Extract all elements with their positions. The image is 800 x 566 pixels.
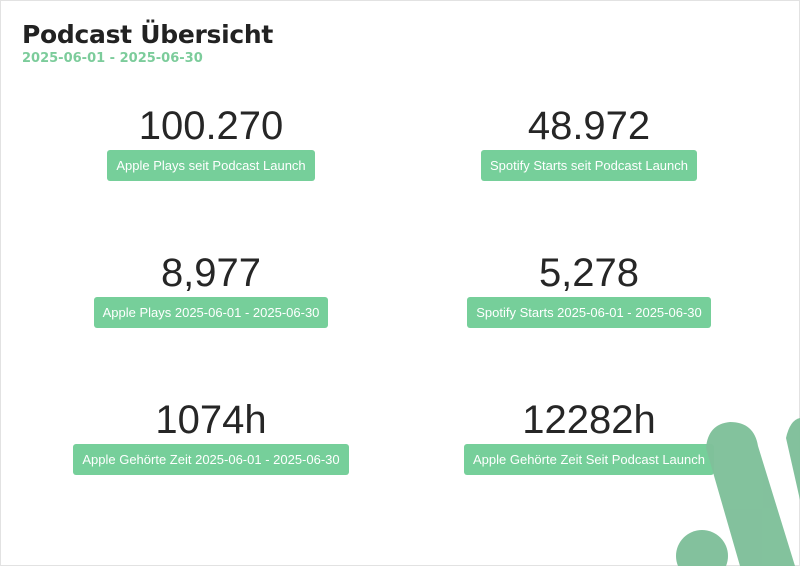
metric-apple-listening-time-period: 1074h Apple Gehörte Zeit 2025-06-01 - 20… bbox=[51, 399, 371, 475]
metric-spotify-starts-total: 48.972 Spotify Starts seit Podcast Launc… bbox=[429, 105, 749, 181]
metric-label: Apple Gehörte Zeit Seit Podcast Launch bbox=[464, 444, 714, 475]
report-title: Podcast Übersicht bbox=[22, 20, 274, 49]
metric-spotify-starts-period: 5,278 Spotify Starts 2025-06-01 - 2025-0… bbox=[429, 252, 749, 328]
metric-apple-plays-total: 100.270 Apple Plays seit Podcast Launch bbox=[51, 105, 371, 181]
decoration-stroke-1 bbox=[676, 530, 728, 566]
metric-value: 12282h bbox=[522, 398, 656, 442]
metric-value: 5,278 bbox=[538, 251, 640, 295]
report-header: Podcast Übersicht 2025-06-01 - 2025-06-3… bbox=[22, 20, 273, 66]
metric-value: 8,977 bbox=[160, 251, 262, 295]
metric-value: 100.270 bbox=[138, 104, 284, 148]
metric-value: 1074h bbox=[155, 398, 267, 442]
metric-apple-plays-period: 8,977 Apple Plays 2025-06-01 - 2025-06-3… bbox=[51, 252, 371, 328]
metric-label: Apple Gehörte Zeit 2025-06-01 - 2025-06-… bbox=[73, 444, 349, 475]
decoration-stroke-3 bbox=[786, 418, 800, 500]
metric-label: Spotify Starts 2025-06-01 - 2025-06-30 bbox=[467, 297, 711, 328]
metric-apple-listening-time-total: 12282h Apple Gehörte Zeit Seit Podcast L… bbox=[429, 399, 749, 475]
metric-value: 48.972 bbox=[527, 104, 651, 148]
report-date-range: 2025-06-01 - 2025-06-30 bbox=[22, 51, 203, 66]
metric-label: Apple Plays 2025-06-01 - 2025-06-30 bbox=[93, 297, 329, 328]
metric-label: Spotify Starts seit Podcast Launch bbox=[481, 150, 697, 181]
metric-label: Apple Plays seit Podcast Launch bbox=[107, 150, 315, 181]
